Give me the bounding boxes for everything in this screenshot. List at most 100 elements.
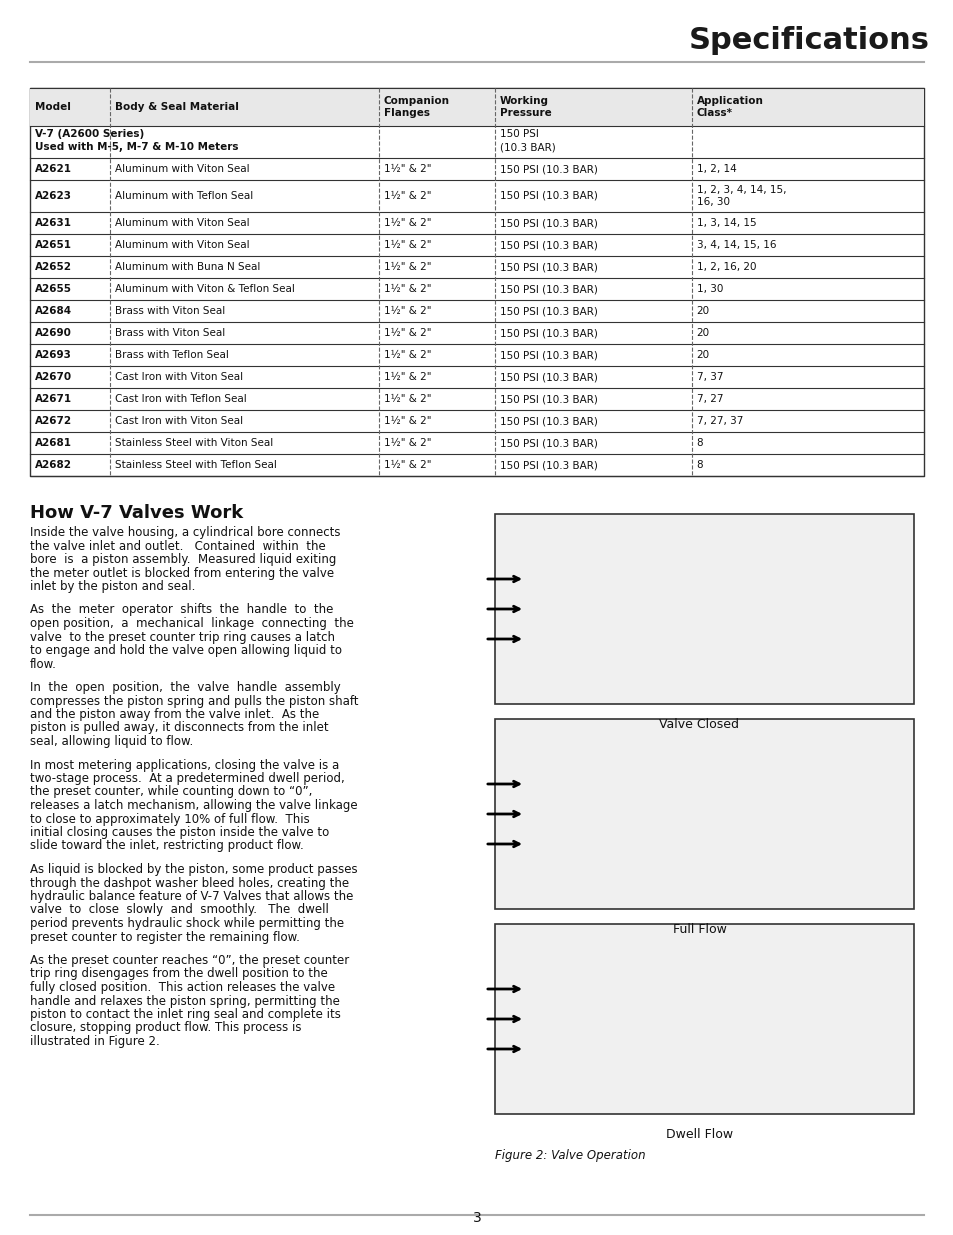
Text: 1, 30: 1, 30	[696, 284, 722, 294]
Text: As the preset counter reaches “0”, the preset counter: As the preset counter reaches “0”, the p…	[30, 953, 349, 967]
Text: 1½" & 2": 1½" & 2"	[383, 459, 431, 471]
Text: 1½" & 2": 1½" & 2"	[383, 416, 431, 426]
Text: 150 PSI (10.3 BAR): 150 PSI (10.3 BAR)	[499, 438, 598, 448]
Text: 1, 2, 3, 4, 14, 15,
16, 30: 1, 2, 3, 4, 14, 15, 16, 30	[696, 185, 785, 207]
Text: piston is pulled away, it disconnects from the inlet: piston is pulled away, it disconnects fr…	[30, 721, 328, 735]
Bar	[495, 514, 913, 704]
Text: 150 PSI (10.3 BAR): 150 PSI (10.3 BAR)	[499, 219, 598, 228]
Text: 1½" & 2": 1½" & 2"	[383, 262, 431, 272]
Text: Brass with Viton Seal: Brass with Viton Seal	[115, 329, 226, 338]
Text: 150 PSI (10.3 BAR): 150 PSI (10.3 BAR)	[499, 262, 598, 272]
Text: As  the  meter  operator  shifts  the  handle  to  the: As the meter operator shifts the handle …	[30, 604, 333, 616]
Text: releases a latch mechanism, allowing the valve linkage: releases a latch mechanism, allowing the…	[30, 799, 357, 811]
Text: Cast Iron with Teflon Seal: Cast Iron with Teflon Seal	[115, 394, 247, 404]
Text: Aluminum with Viton Seal: Aluminum with Viton Seal	[115, 219, 250, 228]
Text: Aluminum with Viton Seal: Aluminum with Viton Seal	[115, 240, 250, 249]
Text: closure, stopping product flow. This process is: closure, stopping product flow. This pro…	[30, 1021, 301, 1035]
Bar	[30, 88, 923, 475]
Text: through the dashpot washer bleed holes, creating the: through the dashpot washer bleed holes, …	[30, 877, 349, 889]
Text: Figure 2: Valve Operation: Figure 2: Valve Operation	[495, 1149, 645, 1162]
Text: Brass with Viton Seal: Brass with Viton Seal	[115, 306, 226, 316]
Text: the preset counter, while counting down to “0”,: the preset counter, while counting down …	[30, 785, 312, 799]
Text: 8: 8	[696, 459, 702, 471]
Text: A2671: A2671	[35, 394, 72, 404]
Text: 20: 20	[696, 329, 709, 338]
Text: 8: 8	[696, 438, 702, 448]
Text: Full Flow: Full Flow	[672, 923, 725, 936]
Text: A2670: A2670	[35, 372, 72, 382]
Text: piston to contact the inlet ring seal and complete its: piston to contact the inlet ring seal an…	[30, 1008, 340, 1021]
Text: 150 PSI (10.3 BAR): 150 PSI (10.3 BAR)	[499, 284, 598, 294]
Text: two-stage process.  At a predetermined dwell period,: two-stage process. At a predetermined dw…	[30, 772, 344, 785]
Text: and the piston away from the valve inlet.  As the: and the piston away from the valve inlet…	[30, 708, 319, 721]
Text: 3: 3	[472, 1212, 481, 1225]
Text: handle and relaxes the piston spring, permitting the: handle and relaxes the piston spring, pe…	[30, 994, 339, 1008]
Text: the valve inlet and outlet.   Contained  within  the: the valve inlet and outlet. Contained wi…	[30, 540, 325, 552]
Text: A2693: A2693	[35, 350, 71, 359]
Text: 150 PSI (10.3 BAR): 150 PSI (10.3 BAR)	[499, 191, 598, 201]
Text: seal, allowing liquid to flow.: seal, allowing liquid to flow.	[30, 735, 193, 748]
Text: A2682: A2682	[35, 459, 71, 471]
Text: 7, 27, 37: 7, 27, 37	[696, 416, 742, 426]
Text: valve  to the preset counter trip ring causes a latch: valve to the preset counter trip ring ca…	[30, 631, 335, 643]
Text: 1, 2, 16, 20: 1, 2, 16, 20	[696, 262, 756, 272]
Text: 150 PSI (10.3 BAR): 150 PSI (10.3 BAR)	[499, 350, 598, 359]
Text: initial closing causes the piston inside the valve to: initial closing causes the piston inside…	[30, 826, 329, 839]
Text: 150 PSI (10.3 BAR): 150 PSI (10.3 BAR)	[499, 394, 598, 404]
Text: 150 PSI (10.3 BAR): 150 PSI (10.3 BAR)	[499, 329, 598, 338]
Text: 1½" & 2": 1½" & 2"	[383, 240, 431, 249]
Text: Used with M-5, M-7 & M-10 Meters: Used with M-5, M-7 & M-10 Meters	[35, 142, 238, 152]
Text: Aluminum with Buna N Seal: Aluminum with Buna N Seal	[115, 262, 260, 272]
Text: inlet by the piston and seal.: inlet by the piston and seal.	[30, 580, 195, 593]
Text: How V-7 Valves Work: How V-7 Valves Work	[30, 504, 243, 522]
Text: 150 PSI (10.3 BAR): 150 PSI (10.3 BAR)	[499, 240, 598, 249]
Text: 1½" & 2": 1½" & 2"	[383, 284, 431, 294]
Text: 1, 2, 14: 1, 2, 14	[696, 164, 736, 174]
Text: Stainless Steel with Teflon Seal: Stainless Steel with Teflon Seal	[115, 459, 277, 471]
Text: the meter outlet is blocked from entering the valve: the meter outlet is blocked from enterin…	[30, 567, 334, 579]
Text: Body & Seal Material: Body & Seal Material	[115, 103, 239, 112]
Text: 3, 4, 14, 15, 16: 3, 4, 14, 15, 16	[696, 240, 775, 249]
Text: Aluminum with Viton Seal: Aluminum with Viton Seal	[115, 164, 250, 174]
Text: Valve Closed: Valve Closed	[659, 718, 739, 731]
Text: Cast Iron with Viton Seal: Cast Iron with Viton Seal	[115, 416, 243, 426]
Text: Cast Iron with Viton Seal: Cast Iron with Viton Seal	[115, 372, 243, 382]
Text: A2621: A2621	[35, 164, 71, 174]
Text: 1, 3, 14, 15: 1, 3, 14, 15	[696, 219, 756, 228]
Text: A2681: A2681	[35, 438, 71, 448]
Bar	[30, 88, 923, 126]
Text: 1½" & 2": 1½" & 2"	[383, 219, 431, 228]
Text: 1½" & 2": 1½" & 2"	[383, 306, 431, 316]
Text: Companion
Flanges: Companion Flanges	[383, 96, 449, 117]
Text: bore  is  a piston assembly.  Measured liquid exiting: bore is a piston assembly. Measured liqu…	[30, 553, 336, 566]
Text: 1½" & 2": 1½" & 2"	[383, 394, 431, 404]
Text: 1½" & 2": 1½" & 2"	[383, 329, 431, 338]
Text: 150 PSI (10.3 BAR): 150 PSI (10.3 BAR)	[499, 459, 598, 471]
Text: valve  to  close  slowly  and  smoothly.   The  dwell: valve to close slowly and smoothly. The …	[30, 904, 329, 916]
Text: 1½" & 2": 1½" & 2"	[383, 372, 431, 382]
Bar	[495, 719, 913, 909]
Text: 150 PSI (10.3 BAR): 150 PSI (10.3 BAR)	[499, 164, 598, 174]
Text: A2684: A2684	[35, 306, 72, 316]
Text: A2623: A2623	[35, 191, 71, 201]
Text: illustrated in Figure 2.: illustrated in Figure 2.	[30, 1035, 159, 1049]
Text: A2631: A2631	[35, 219, 71, 228]
Text: Inside the valve housing, a cylindrical bore connects: Inside the valve housing, a cylindrical …	[30, 526, 340, 538]
Text: fully closed position.  This action releases the valve: fully closed position. This action relea…	[30, 981, 335, 994]
Text: A2672: A2672	[35, 416, 72, 426]
Text: hydraulic balance feature of V-7 Valves that allows the: hydraulic balance feature of V-7 Valves …	[30, 890, 353, 903]
Text: A2652: A2652	[35, 262, 71, 272]
Text: period prevents hydraulic shock while permitting the: period prevents hydraulic shock while pe…	[30, 918, 344, 930]
Text: In most metering applications, closing the valve is a: In most metering applications, closing t…	[30, 758, 339, 772]
Text: Aluminum with Viton & Teflon Seal: Aluminum with Viton & Teflon Seal	[115, 284, 295, 294]
Text: 20: 20	[696, 350, 709, 359]
Text: trip ring disengages from the dwell position to the: trip ring disengages from the dwell posi…	[30, 967, 328, 981]
Text: compresses the piston spring and pulls the piston shaft: compresses the piston spring and pulls t…	[30, 694, 358, 708]
Text: slide toward the inlet, restricting product flow.: slide toward the inlet, restricting prod…	[30, 840, 303, 852]
Text: In  the  open  position,  the  valve  handle  assembly: In the open position, the valve handle a…	[30, 680, 340, 694]
Text: to engage and hold the valve open allowing liquid to: to engage and hold the valve open allowi…	[30, 643, 341, 657]
Text: 20: 20	[696, 306, 709, 316]
Text: As liquid is blocked by the piston, some product passes: As liquid is blocked by the piston, some…	[30, 863, 357, 876]
Bar	[495, 924, 913, 1114]
Text: preset counter to register the remaining flow.: preset counter to register the remaining…	[30, 930, 299, 944]
